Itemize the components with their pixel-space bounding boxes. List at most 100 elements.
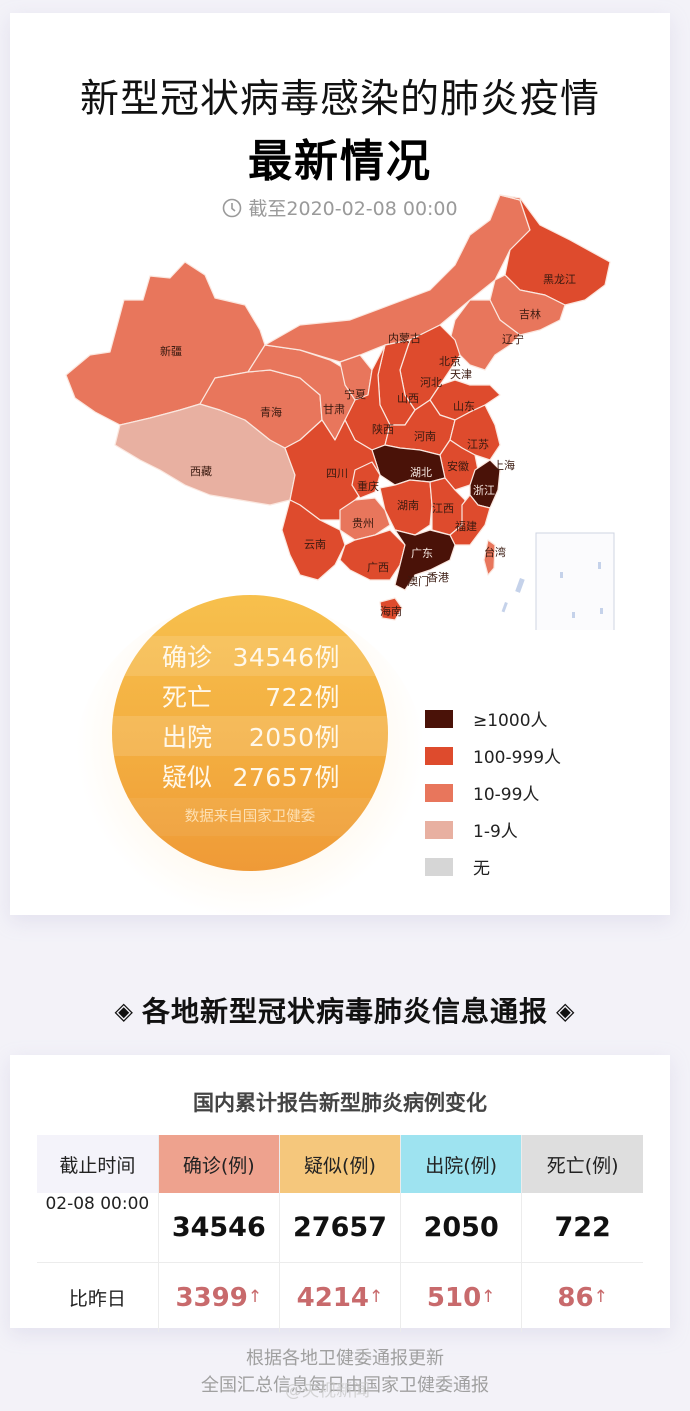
svg-text:广东: 广东 bbox=[411, 547, 433, 560]
header-confirmed: 确诊(例) bbox=[157, 1135, 280, 1193]
diamond-icon: ◈ bbox=[114, 997, 134, 1025]
summary-value: 27657例 bbox=[232, 763, 340, 792]
up-arrow-icon: ↑ bbox=[593, 1286, 608, 1307]
legend-label: 1-9人 bbox=[473, 822, 518, 842]
svg-text:江苏: 江苏 bbox=[467, 438, 489, 451]
footer-line-2: 全国汇总信息每日由国家卫健委通报 bbox=[201, 1375, 489, 1396]
svg-text:甘肃: 甘肃 bbox=[323, 403, 345, 416]
table-title: 国内累计报告新型肺炎病例变化 bbox=[193, 1091, 487, 1115]
legend-item: 100-999人 bbox=[425, 737, 561, 774]
header-cutoff-time: 截止时间 bbox=[37, 1135, 159, 1193]
legend-item: 无 bbox=[425, 848, 561, 885]
svg-text:江西: 江西 bbox=[432, 502, 454, 515]
province-yunnan[interactable] bbox=[281, 499, 346, 581]
svg-text:北京: 北京 bbox=[439, 354, 461, 368]
svg-text:福建: 福建 bbox=[455, 519, 477, 533]
delta-value: 510 bbox=[426, 1282, 482, 1313]
svg-text:四川: 四川 bbox=[326, 467, 348, 480]
svg-text:河南: 河南 bbox=[414, 430, 436, 443]
province-guangdong[interactable] bbox=[394, 529, 456, 591]
summary-value: 34546例 bbox=[232, 643, 340, 672]
row-label: 比昨日 bbox=[37, 1262, 159, 1332]
svg-text:浙江: 浙江 bbox=[473, 484, 495, 497]
delta-suspected: 4214↑ bbox=[278, 1262, 401, 1332]
province-labels: 新疆 西藏 青海 甘肃 宁夏 内蒙古 黑龙江 吉林 辽宁 北京 天津 河北 山西… bbox=[160, 273, 576, 618]
up-arrow-icon: ↑ bbox=[247, 1286, 263, 1307]
up-arrow-icon: ↑ bbox=[481, 1286, 496, 1307]
summary-label: 确诊 bbox=[162, 643, 213, 672]
svg-text:云南: 云南 bbox=[304, 538, 326, 551]
legend-swatch bbox=[425, 709, 453, 728]
watermark: @央视新闻 bbox=[285, 1381, 370, 1401]
cases-table-card: 国内累计报告新型肺炎病例变化 截止时间 确诊(例) 疑似(例) 出院(例) 死亡… bbox=[10, 1055, 670, 1332]
section-title: ◈ 各地新型冠状病毒肺炎信息通报 ◈ bbox=[0, 990, 690, 1030]
svg-text:陕西: 陕西 bbox=[372, 422, 394, 436]
summary-label: 出院 bbox=[162, 723, 213, 752]
svg-text:湖北: 湖北 bbox=[410, 466, 432, 479]
summary-row-deaths: 死亡 722例 bbox=[112, 676, 388, 716]
legend-swatch bbox=[425, 783, 453, 802]
svg-text:天津: 天津 bbox=[450, 368, 472, 381]
header-suspected: 疑似(例) bbox=[278, 1135, 401, 1193]
summary-circle: 确诊 34546例 死亡 722例 出院 2050例 疑似 27657例 数据来… bbox=[112, 595, 388, 871]
province-hainan[interactable] bbox=[379, 597, 403, 621]
cases-table: 截止时间 确诊(例) 疑似(例) 出院(例) 死亡(例) 02-08 00:00… bbox=[37, 1135, 643, 1332]
legend-label: ≥1000人 bbox=[473, 711, 548, 731]
svg-text:青海: 青海 bbox=[260, 405, 282, 419]
summary-label: 疑似 bbox=[162, 763, 213, 792]
summary-value: 722例 bbox=[265, 683, 340, 712]
summary-source: 数据来自国家卫健委 bbox=[112, 798, 388, 836]
svg-text:山西: 山西 bbox=[397, 392, 419, 405]
province-taiwan[interactable] bbox=[483, 539, 496, 576]
legend-label: 10-99人 bbox=[473, 785, 540, 805]
delta-discharged: 510↑ bbox=[400, 1262, 522, 1332]
table-header-row: 截止时间 确诊(例) 疑似(例) 出院(例) 死亡(例) bbox=[37, 1135, 643, 1193]
page-title: 新型冠状病毒感染的肺炎疫情 bbox=[79, 77, 600, 122]
svg-text:河北: 河北 bbox=[420, 376, 442, 389]
svg-text:内蒙古: 内蒙古 bbox=[388, 331, 421, 345]
clock-icon bbox=[223, 198, 242, 217]
total-deaths: 722 bbox=[521, 1193, 643, 1263]
svg-text:宁夏: 宁夏 bbox=[344, 387, 366, 401]
svg-text:上海: 上海 bbox=[493, 458, 515, 472]
province-hunan[interactable] bbox=[379, 479, 433, 536]
delta-confirmed: 3399↑ bbox=[157, 1262, 280, 1332]
svg-text:山东: 山东 bbox=[453, 400, 475, 413]
svg-text:海南: 海南 bbox=[380, 604, 402, 618]
svg-text:澳门: 澳门 bbox=[407, 574, 429, 588]
total-discharged: 2050 bbox=[400, 1193, 522, 1263]
timestamp-text: 截至2020-02-08 00:00 bbox=[248, 198, 458, 220]
total-suspected: 27657 bbox=[278, 1193, 401, 1263]
svg-text:重庆: 重庆 bbox=[357, 479, 379, 493]
section-title-text: 各地新型冠状病毒肺炎信息通报 bbox=[141, 995, 548, 1028]
header-deaths: 死亡(例) bbox=[521, 1135, 643, 1193]
summary-value: 2050例 bbox=[248, 723, 340, 752]
legend-swatch bbox=[425, 746, 453, 765]
footer-line-1: 根据各地卫健委通报更新 bbox=[246, 1348, 444, 1369]
legend-item: 1-9人 bbox=[425, 811, 561, 848]
page-subtitle: 最新情况 bbox=[248, 136, 432, 187]
table-row: 比昨日 3399↑ 4214↑ 510↑ 86↑ bbox=[37, 1262, 643, 1332]
legend-label: 100-999人 bbox=[473, 748, 562, 768]
svg-text:吉林: 吉林 bbox=[519, 307, 541, 321]
summary-row-suspected: 疑似 27657例 bbox=[112, 756, 388, 796]
svg-text:安徽: 安徽 bbox=[447, 459, 469, 473]
summary-row-discharged: 出院 2050例 bbox=[112, 716, 388, 756]
footer-note: 根据各地卫健委通报更新 全国汇总信息每日由国家卫健委通报 bbox=[0, 1345, 690, 1399]
timestamp: 截至2020-02-08 00:00 bbox=[10, 194, 670, 221]
province-guizhou[interactable] bbox=[339, 497, 391, 541]
legend-item: ≥1000人 bbox=[425, 700, 561, 737]
map-legend: ≥1000人 100-999人 10-99人 1-9人 无 bbox=[425, 700, 561, 885]
total-confirmed: 34546 bbox=[157, 1193, 280, 1263]
province-fujian[interactable] bbox=[449, 494, 491, 546]
svg-text:新疆: 新疆 bbox=[160, 344, 182, 358]
province-chongqing[interactable] bbox=[351, 461, 381, 499]
delta-deaths: 86↑ bbox=[521, 1262, 643, 1332]
legend-swatch bbox=[425, 857, 453, 876]
row-date: 02-08 00:00 bbox=[45, 1194, 150, 1214]
header-discharged: 出院(例) bbox=[400, 1135, 522, 1193]
svg-text:台湾: 台湾 bbox=[484, 545, 506, 559]
delta-value: 3399 bbox=[175, 1282, 248, 1313]
svg-text:西藏: 西藏 bbox=[190, 465, 212, 478]
svg-text:湖南: 湖南 bbox=[397, 499, 419, 512]
